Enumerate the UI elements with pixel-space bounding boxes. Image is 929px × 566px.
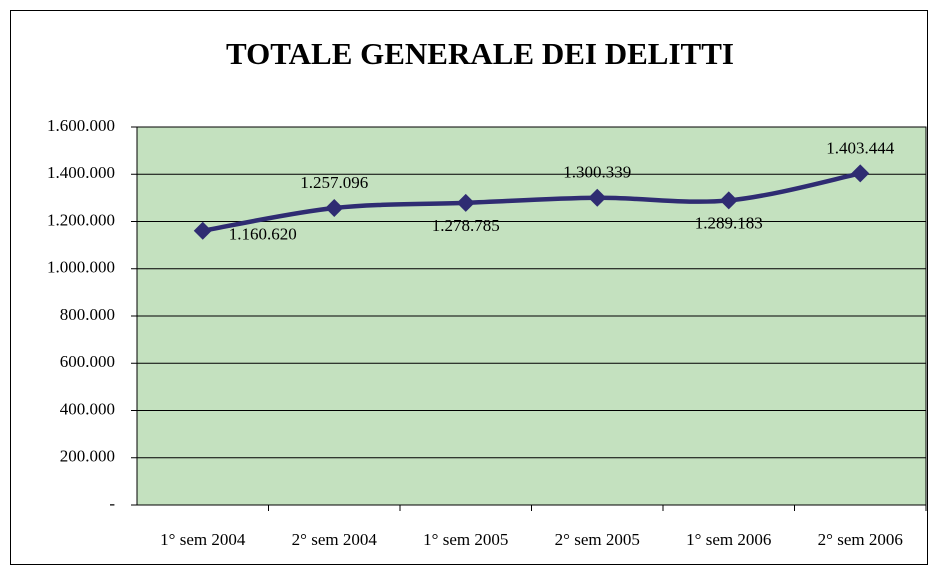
data-label: 1.300.339 xyxy=(563,163,631,182)
y-tick-label: - xyxy=(109,494,115,513)
x-tick-label: 1° sem 2005 xyxy=(423,530,508,549)
x-tick-label: 2° sem 2005 xyxy=(555,530,640,549)
data-label: 1.403.444 xyxy=(826,138,895,157)
data-marker xyxy=(325,199,344,218)
data-label: 1.257.096 xyxy=(300,173,368,192)
data-marker xyxy=(588,188,607,207)
data-marker xyxy=(456,193,475,212)
y-tick-label: 800.000 xyxy=(60,305,115,324)
y-tick-label: 1.400.000 xyxy=(47,163,115,182)
x-tick-label: 2° sem 2004 xyxy=(292,530,378,549)
series-line xyxy=(202,171,861,234)
y-tick-label: 1.600.000 xyxy=(47,116,115,135)
data-marker xyxy=(193,221,212,240)
y-tick-label: 1.000.000 xyxy=(47,258,115,277)
data-label: 1.278.785 xyxy=(432,216,500,235)
x-tick-label: 1° sem 2006 xyxy=(686,530,771,549)
x-tick-label: 2° sem 2006 xyxy=(818,530,903,549)
y-tick-label: 1.200.000 xyxy=(47,210,115,229)
y-tick-label: 400.000 xyxy=(60,399,115,418)
chart-title: TOTALE GENERALE DEI DELITTI xyxy=(226,36,734,71)
data-label: 1.289.183 xyxy=(695,213,763,232)
x-tick-label: 1° sem 2004 xyxy=(160,530,246,549)
data-marker xyxy=(851,164,870,183)
data-marker xyxy=(719,191,738,210)
y-tick-label: 200.000 xyxy=(60,447,115,466)
y-tick-label: 600.000 xyxy=(60,352,115,371)
data-label: 1.160.620 xyxy=(229,225,297,244)
